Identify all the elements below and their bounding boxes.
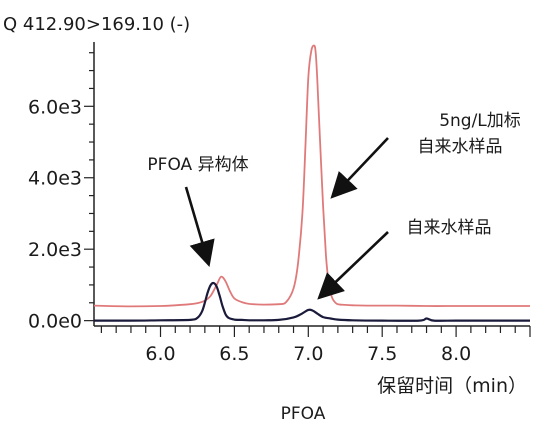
chart-title: Q 412.90>169.10 (-)	[3, 14, 190, 35]
annotation-arrow	[330, 137, 389, 199]
tap-water-sample-line	[93, 281, 530, 322]
x-axis-label: 保留时间（min）	[377, 375, 527, 397]
y-tick-label: 6.0e3	[28, 96, 82, 118]
annotation-label: 自来水样品	[407, 218, 492, 238]
y-tick-label: 4.0e3	[28, 168, 82, 190]
annotation-arrow	[184, 186, 215, 267]
axes	[93, 42, 530, 327]
x-tick-label: 6.0	[145, 343, 175, 365]
x-tick-label: 7.5	[367, 343, 397, 365]
annotation-label: PFOA 异构体	[147, 155, 248, 175]
y-tick-label: 0.0e0	[28, 311, 82, 333]
annotation-label: 自来水样品	[418, 137, 503, 157]
y-ticks: 0.0e0 2.0e3 4.0e3 6.0e3	[28, 52, 94, 333]
spiked-sample-line	[93, 44, 530, 308]
annotation-arrow	[317, 231, 389, 300]
series-lines	[93, 44, 530, 322]
x-tick-label: 7.0	[293, 343, 323, 365]
x-ticks: 6.0 6.5 7.0 7.5 8.0	[100, 326, 531, 365]
x-tick-label: 8.0	[441, 343, 471, 365]
x-tick-label: 6.5	[219, 343, 249, 365]
y-tick-label: 2.0e3	[28, 239, 82, 261]
annotation-label: 5ng/L加标	[439, 111, 521, 131]
chart-caption: PFOA	[281, 404, 326, 424]
